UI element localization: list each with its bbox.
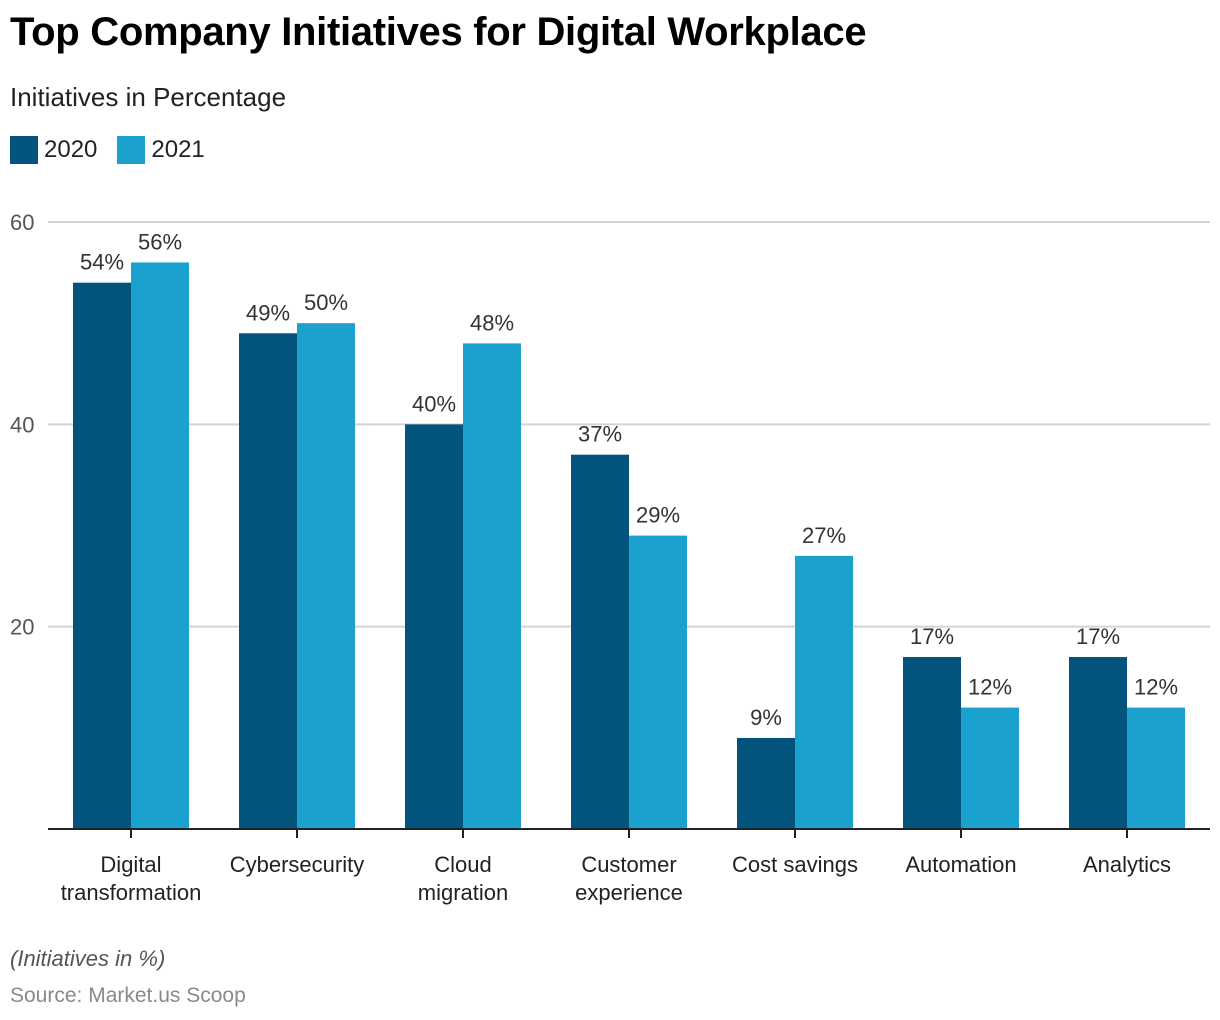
y-tick-label: 20 <box>10 615 34 640</box>
data-label: 56% <box>138 229 182 254</box>
data-label: 9% <box>750 705 782 730</box>
x-tick-label: Cybersecurity <box>230 852 364 877</box>
data-label: 50% <box>304 290 348 315</box>
x-tick-label: Digital transformation <box>61 852 202 905</box>
data-label: 17% <box>1076 624 1120 649</box>
legend-label-2020: 2020 <box>44 136 98 163</box>
bar-2020 <box>1069 657 1127 829</box>
chart-note: (Initiatives in %) <box>10 946 166 971</box>
x-tick-label: Cloud migration <box>418 852 508 905</box>
data-label: 54% <box>80 250 124 275</box>
data-label: 48% <box>470 310 514 335</box>
x-tick-label: Cost savings <box>732 852 858 877</box>
data-label: 27% <box>802 523 846 548</box>
chart-source: Source: Market.us Scoop <box>10 984 246 1007</box>
x-tick-label: Automation <box>905 852 1016 877</box>
data-label: 40% <box>412 391 456 416</box>
legend-swatch-2021 <box>117 136 146 164</box>
chart-title: Top Company Initiatives for Digital Work… <box>10 10 867 54</box>
bar-2020 <box>73 282 131 829</box>
legend-swatch-2020 <box>10 136 38 164</box>
legend-label-2021: 2021 <box>151 136 205 163</box>
bar-2020 <box>405 424 463 829</box>
legend: 2020 2021 <box>10 136 225 164</box>
bar-2021 <box>131 262 189 829</box>
bar-2020 <box>571 454 629 829</box>
legend-item-2021[interactable]: 2021 <box>117 136 205 164</box>
legend-item-2020[interactable]: 2020 <box>10 136 97 164</box>
bar-2021 <box>961 707 1019 829</box>
x-tick-label: Customer experience <box>575 852 683 905</box>
bar-2021 <box>629 535 687 829</box>
x-tick-label: Analytics <box>1083 852 1171 877</box>
bar-2021 <box>297 323 355 829</box>
bar-2020 <box>239 333 297 829</box>
bar-2020 <box>903 657 961 829</box>
bar-2021 <box>1127 707 1185 829</box>
bar-2020 <box>737 737 795 829</box>
data-label: 12% <box>1134 675 1178 700</box>
data-label: 17% <box>910 624 954 649</box>
data-label: 37% <box>578 422 622 447</box>
data-label: 29% <box>636 503 680 528</box>
data-label: 49% <box>246 300 290 325</box>
data-label: 12% <box>968 675 1012 700</box>
bar-2021 <box>795 555 853 829</box>
chart-subtitle: Initiatives in Percentage <box>10 82 287 112</box>
y-tick-label: 60 <box>10 210 34 235</box>
bar-2021 <box>463 343 521 829</box>
y-tick-label: 40 <box>10 412 34 437</box>
